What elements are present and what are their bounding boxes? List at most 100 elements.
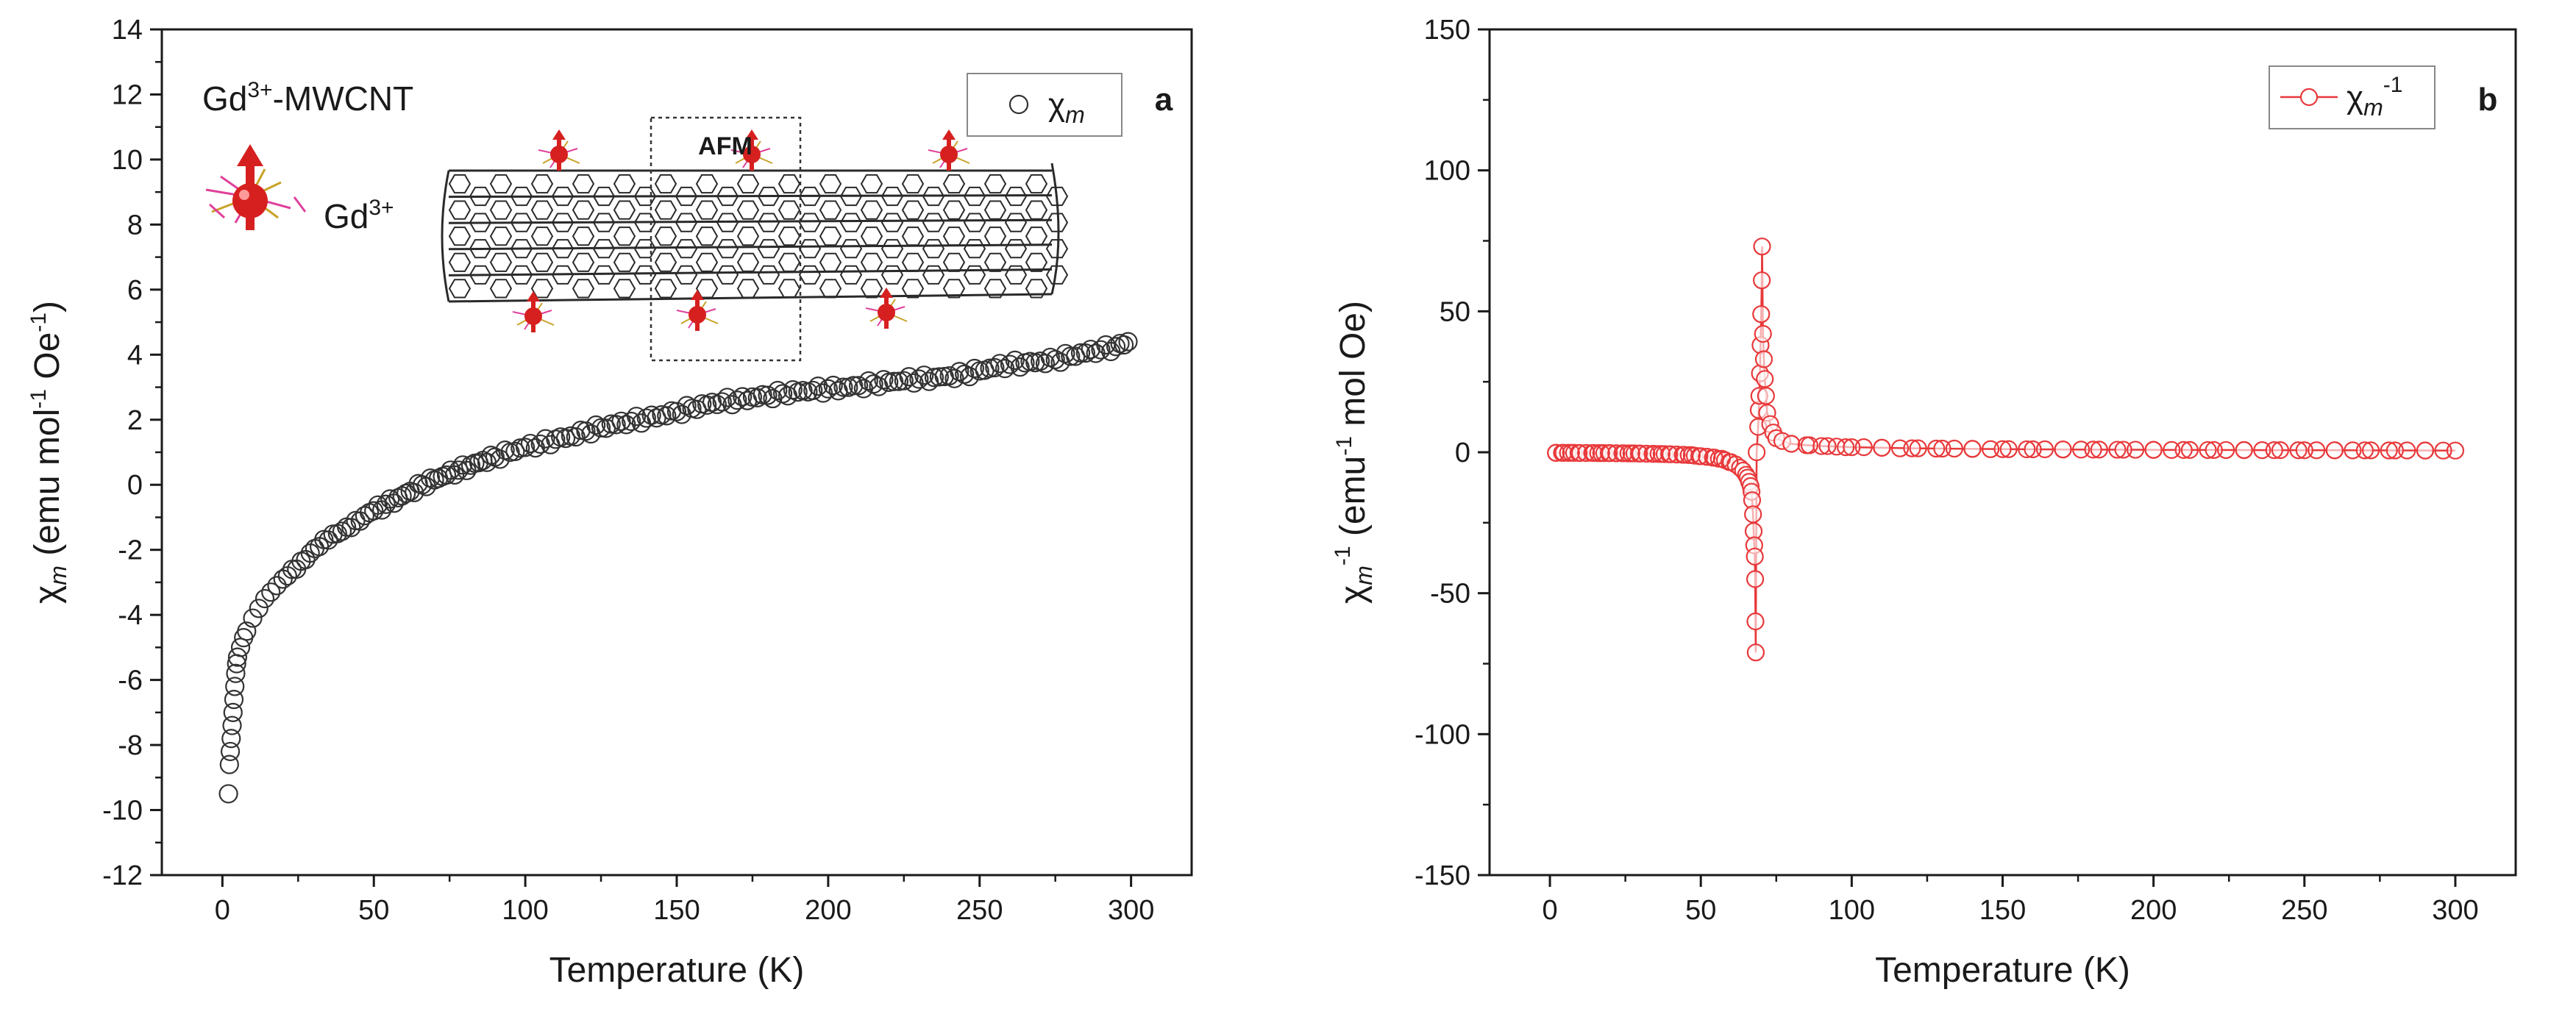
tube-wall-line <box>448 194 1053 199</box>
tube-hexagon <box>901 200 925 220</box>
data-point <box>1993 440 2012 458</box>
data-point <box>586 415 606 435</box>
tube-hexagon <box>942 279 966 299</box>
data-point <box>1933 439 1951 458</box>
data-point <box>1752 271 1771 290</box>
data-point <box>1562 443 1580 462</box>
ligand-bond <box>293 196 307 213</box>
tube-hexagon <box>489 226 513 246</box>
x-tick-label: 250 <box>2281 895 2327 926</box>
tube-hexagon <box>469 186 492 207</box>
panel-label: a <box>1155 82 1173 118</box>
data-point <box>909 369 929 389</box>
tube-hexagon <box>839 265 863 285</box>
y-tick-label: 0 <box>127 470 143 501</box>
tube-hexagon <box>757 186 780 207</box>
data-point <box>2434 441 2452 460</box>
tube-hexagon <box>1004 186 1028 207</box>
tube-hexagon <box>880 213 904 232</box>
series-chi-m-inv <box>1547 238 2465 662</box>
tube-hexagon <box>1025 252 1048 272</box>
tube-hexagon <box>489 174 513 194</box>
tube-hexagon <box>654 174 677 194</box>
tube-hexagon <box>675 213 698 232</box>
tube-hexagon <box>716 213 739 232</box>
data-point <box>874 370 894 390</box>
data-point <box>243 608 263 628</box>
data-point <box>1056 343 1075 363</box>
tube-hexagon <box>819 174 842 194</box>
tube-hexagon <box>922 213 945 232</box>
y-tick-label: 100 <box>1424 156 1470 187</box>
data-point <box>2385 441 2404 460</box>
tube-hexagon <box>736 174 760 194</box>
y-tick-label: 14 <box>112 15 143 46</box>
data-point <box>823 375 843 396</box>
data-point <box>1744 505 1762 524</box>
tube-hexagon <box>1045 239 1069 259</box>
data-point <box>1843 438 1861 457</box>
tube-hexagon <box>942 226 966 246</box>
data-point <box>332 521 352 541</box>
tube-hexagon <box>1025 200 1048 220</box>
data-point <box>222 716 242 735</box>
tube-wall-line <box>448 268 1053 277</box>
tube-hexagon <box>1025 226 1048 246</box>
data-point <box>1981 440 2000 458</box>
tube-hexagon <box>695 174 719 194</box>
data-point <box>1629 444 1648 463</box>
tube-hexagon <box>963 186 986 207</box>
tube-hexagon <box>1045 265 1069 285</box>
y-tick-label: -4 <box>118 600 143 631</box>
data-point <box>2024 440 2042 459</box>
x-tick-label: 300 <box>2432 895 2478 926</box>
ion-label: Gd3+ <box>324 196 394 235</box>
gd-sphere-highlight <box>239 190 249 200</box>
data-point <box>2084 440 2102 459</box>
data-point <box>261 582 281 602</box>
tube-hexagon <box>448 174 472 194</box>
tube-hexagon <box>839 186 863 207</box>
tube-hexagon <box>469 213 492 232</box>
x-tick-label: 150 <box>653 895 700 926</box>
data-point <box>641 405 661 425</box>
tube-hexagon <box>901 174 925 194</box>
tube-hexagon <box>798 239 822 259</box>
data-point <box>657 406 677 426</box>
data-point <box>611 411 631 431</box>
tube-hexagon <box>489 279 513 299</box>
x-axis-label: Temperature (K) <box>1875 951 2130 990</box>
data-point <box>1945 439 1963 458</box>
data-point <box>919 371 939 391</box>
tube-hexagon <box>963 239 986 259</box>
x-tick-label: 300 <box>1108 895 1154 926</box>
tube-hexagon <box>778 174 801 194</box>
tube-hexagon <box>736 252 760 272</box>
tube-hexagon <box>551 239 574 259</box>
data-point <box>733 387 752 407</box>
tube-hexagon <box>633 265 657 285</box>
data-point <box>883 371 904 391</box>
legend-marker <box>2299 88 2319 107</box>
y-tick-label: -12 <box>102 860 143 891</box>
spin-arrow-head <box>880 288 893 298</box>
tube-hexagon <box>839 239 863 259</box>
y-tick-label: 12 <box>112 79 143 110</box>
data-point <box>591 418 611 438</box>
tube-hexagon <box>551 186 574 207</box>
data-point <box>355 506 374 526</box>
data-point <box>1757 387 1775 405</box>
tube-hexagon <box>819 226 842 246</box>
data-point <box>1782 435 1801 453</box>
data-point <box>2416 441 2435 460</box>
data-point <box>2308 441 2326 460</box>
tube-hexagon <box>942 252 966 272</box>
tube-hexagon <box>613 252 636 272</box>
tube-hexagon <box>983 200 1007 220</box>
data-point <box>747 388 767 407</box>
data-point <box>1873 438 1891 457</box>
data-point <box>601 414 621 434</box>
data-point <box>2295 441 2313 460</box>
data-point <box>2144 440 2163 459</box>
